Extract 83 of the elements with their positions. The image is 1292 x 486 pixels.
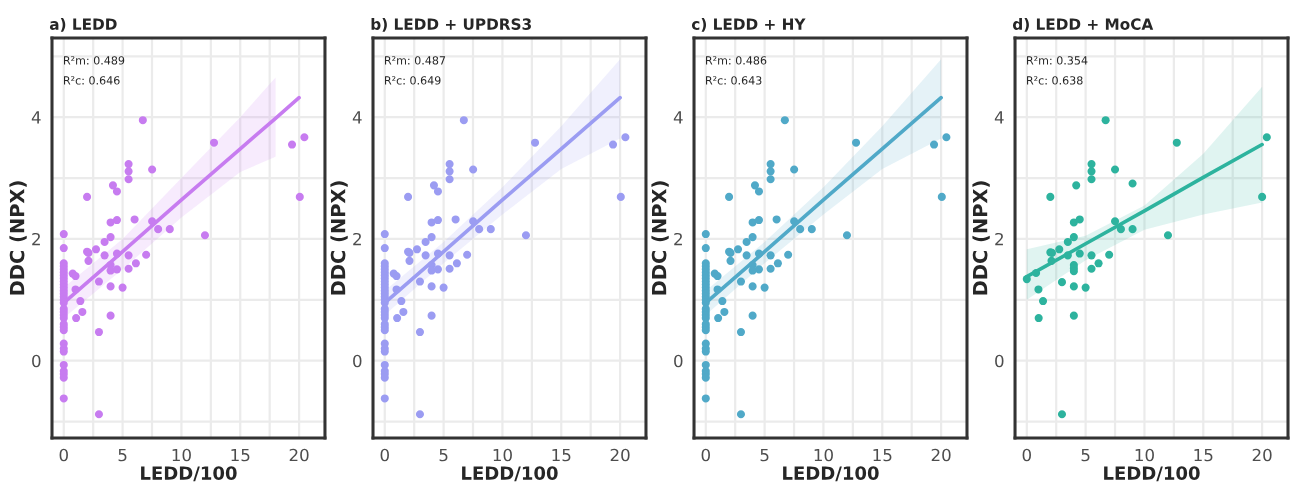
y-tick-label: 2 <box>353 232 361 246</box>
point <box>1105 250 1114 259</box>
point <box>1128 179 1137 188</box>
point <box>1072 181 1081 190</box>
point <box>1046 192 1055 201</box>
annotation: R²c: 0.646 <box>64 76 120 85</box>
x-tick-label: 15 <box>1194 448 1213 462</box>
y-tick-label: 0 <box>674 354 683 368</box>
annotation: R²m: 0.487 <box>385 56 446 65</box>
chart-title: a) LEDD <box>49 18 117 32</box>
y-tick-label: 4 <box>352 111 362 124</box>
annotation: R²c: 0.649 <box>385 76 441 85</box>
y-tick-label: 2 <box>995 232 1003 246</box>
point <box>1101 116 1110 125</box>
point <box>1057 278 1067 287</box>
x-tick-label: 20 <box>610 448 630 462</box>
y-axis-title: DDC (NPX) <box>651 181 669 295</box>
annotation: R²m: 0.489 <box>64 56 125 65</box>
point <box>1087 175 1096 184</box>
x-tick-label: 5 <box>439 448 448 462</box>
point <box>1172 138 1181 147</box>
x-axis-title: LEDD/100 <box>462 466 558 482</box>
annotation: R²c: 0.638 <box>1027 76 1083 85</box>
point <box>1262 133 1271 142</box>
y-axis-title: DDC (NPX) <box>9 181 27 295</box>
point <box>1094 259 1103 268</box>
point <box>1055 245 1064 254</box>
x-axis-title: LEDD/100 <box>141 466 237 482</box>
point <box>1034 314 1043 323</box>
x-tick-label: 20 <box>289 448 309 462</box>
chart-title: b) LEDD + UPDRS3 <box>371 18 531 32</box>
y-tick-label: 4 <box>994 111 1004 124</box>
point <box>1069 311 1078 320</box>
x-tick-label: 0 <box>380 448 389 462</box>
x-tick-label: 5 <box>118 448 127 462</box>
y-tick-label: 0 <box>32 354 41 368</box>
x-tick-label: 15 <box>873 448 892 462</box>
point <box>1110 165 1120 174</box>
chart-title: d) LEDD + MoCA <box>1012 18 1154 32</box>
point <box>1081 283 1090 292</box>
x-tick-label: 5 <box>1081 448 1090 462</box>
chart-title: c) LEDD + HY <box>691 18 806 32</box>
x-tick-label: 20 <box>931 448 951 462</box>
y-tick-label: 2 <box>32 232 40 246</box>
point <box>1128 225 1137 234</box>
point <box>1075 215 1084 224</box>
x-axis-title: LEDD/100 <box>783 466 879 482</box>
annotation: R²c: 0.643 <box>706 76 762 85</box>
x-tick-label: 10 <box>493 448 512 462</box>
point <box>1116 225 1125 234</box>
x-tick-label: 10 <box>814 448 833 462</box>
point <box>1087 264 1096 273</box>
y-tick-label: 0 <box>353 354 362 368</box>
x-axis-title: LEDD/100 <box>1104 466 1200 482</box>
x-tick-label: 0 <box>59 448 68 462</box>
x-tick-label: 15 <box>552 448 571 462</box>
point <box>1087 251 1096 260</box>
point <box>1163 231 1173 240</box>
point <box>1258 192 1267 201</box>
point <box>1063 237 1072 247</box>
point <box>1075 249 1084 258</box>
y-axis-title: DDC (NPX) <box>330 181 348 295</box>
point <box>1034 285 1043 294</box>
point <box>1057 410 1067 419</box>
y-tick-label: 2 <box>674 232 682 246</box>
point <box>1087 167 1096 176</box>
x-tick-label: 20 <box>1252 448 1272 462</box>
point <box>1038 296 1048 306</box>
point <box>1069 233 1078 242</box>
point <box>1069 282 1078 291</box>
annotation: R²m: 0.354 <box>1027 56 1088 65</box>
x-tick-label: 0 <box>1022 448 1031 462</box>
annotation: R²m: 0.486 <box>706 56 767 65</box>
point <box>1110 217 1120 226</box>
x-tick-label: 10 <box>172 448 191 462</box>
y-tick-label: 0 <box>995 354 1004 368</box>
x-tick-label: 0 <box>701 448 710 462</box>
x-tick-label: 5 <box>760 448 769 462</box>
y-tick-label: 4 <box>673 111 683 124</box>
y-tick-label: 4 <box>31 111 41 124</box>
y-axis-title: DDC (NPX) <box>972 181 990 295</box>
x-tick-label: 15 <box>231 448 250 462</box>
x-tick-label: 10 <box>1135 448 1154 462</box>
